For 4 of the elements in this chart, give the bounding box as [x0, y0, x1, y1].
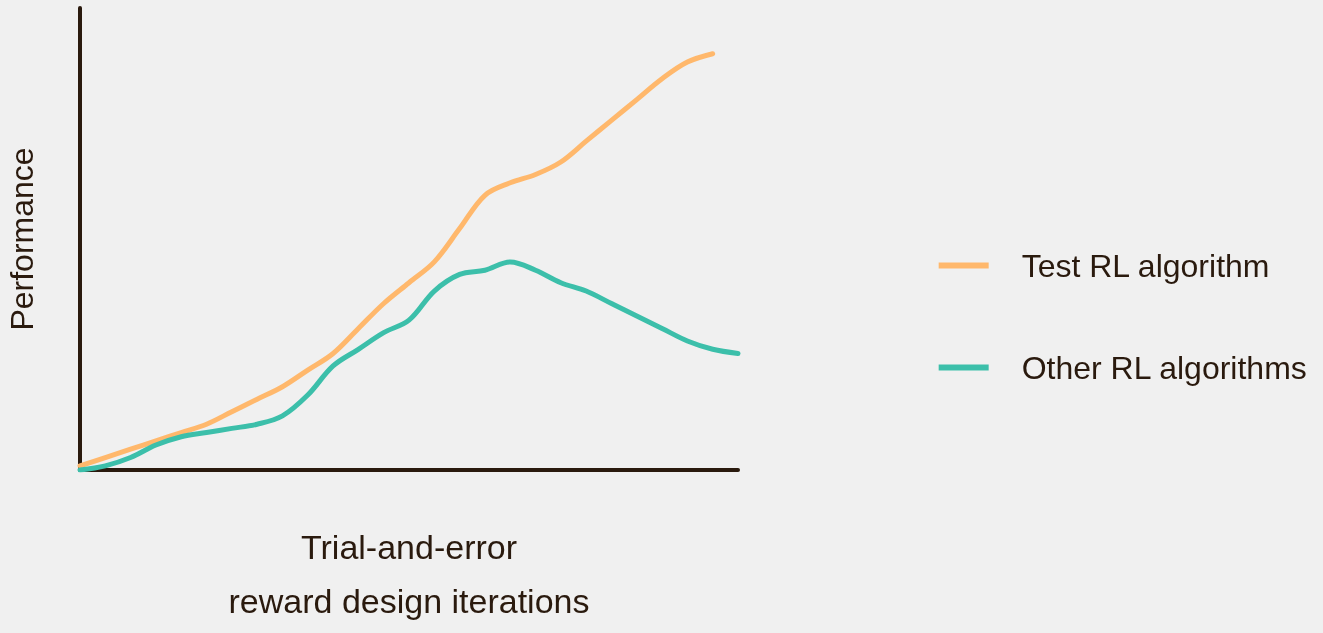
legend-label: Other RL algorithms	[1021, 349, 1307, 386]
y-axis-title: Performance	[4, 147, 40, 331]
x-axis-title: Trial-and-error reward design iterations	[228, 528, 590, 620]
legend-label: Test RL algorithm	[1021, 247, 1270, 284]
